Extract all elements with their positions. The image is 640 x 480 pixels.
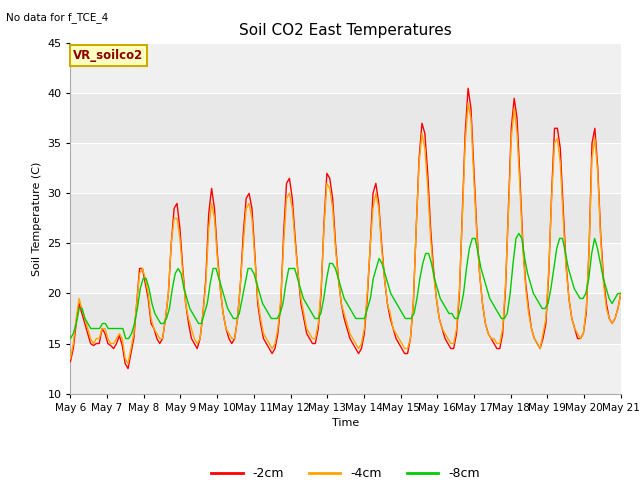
Legend: -2cm, -4cm, -8cm: -2cm, -4cm, -8cm	[207, 462, 484, 480]
X-axis label: Time: Time	[332, 418, 359, 428]
Y-axis label: Soil Temperature (C): Soil Temperature (C)	[32, 161, 42, 276]
Bar	[70, 344, 621, 394]
Bar	[70, 144, 621, 193]
Text: VR_soilco2: VR_soilco2	[73, 49, 143, 62]
Text: No data for f_TCE_4: No data for f_TCE_4	[6, 12, 109, 23]
Title: Soil CO2 East Temperatures: Soil CO2 East Temperatures	[239, 23, 452, 38]
Bar	[70, 43, 621, 93]
Bar	[70, 243, 621, 293]
